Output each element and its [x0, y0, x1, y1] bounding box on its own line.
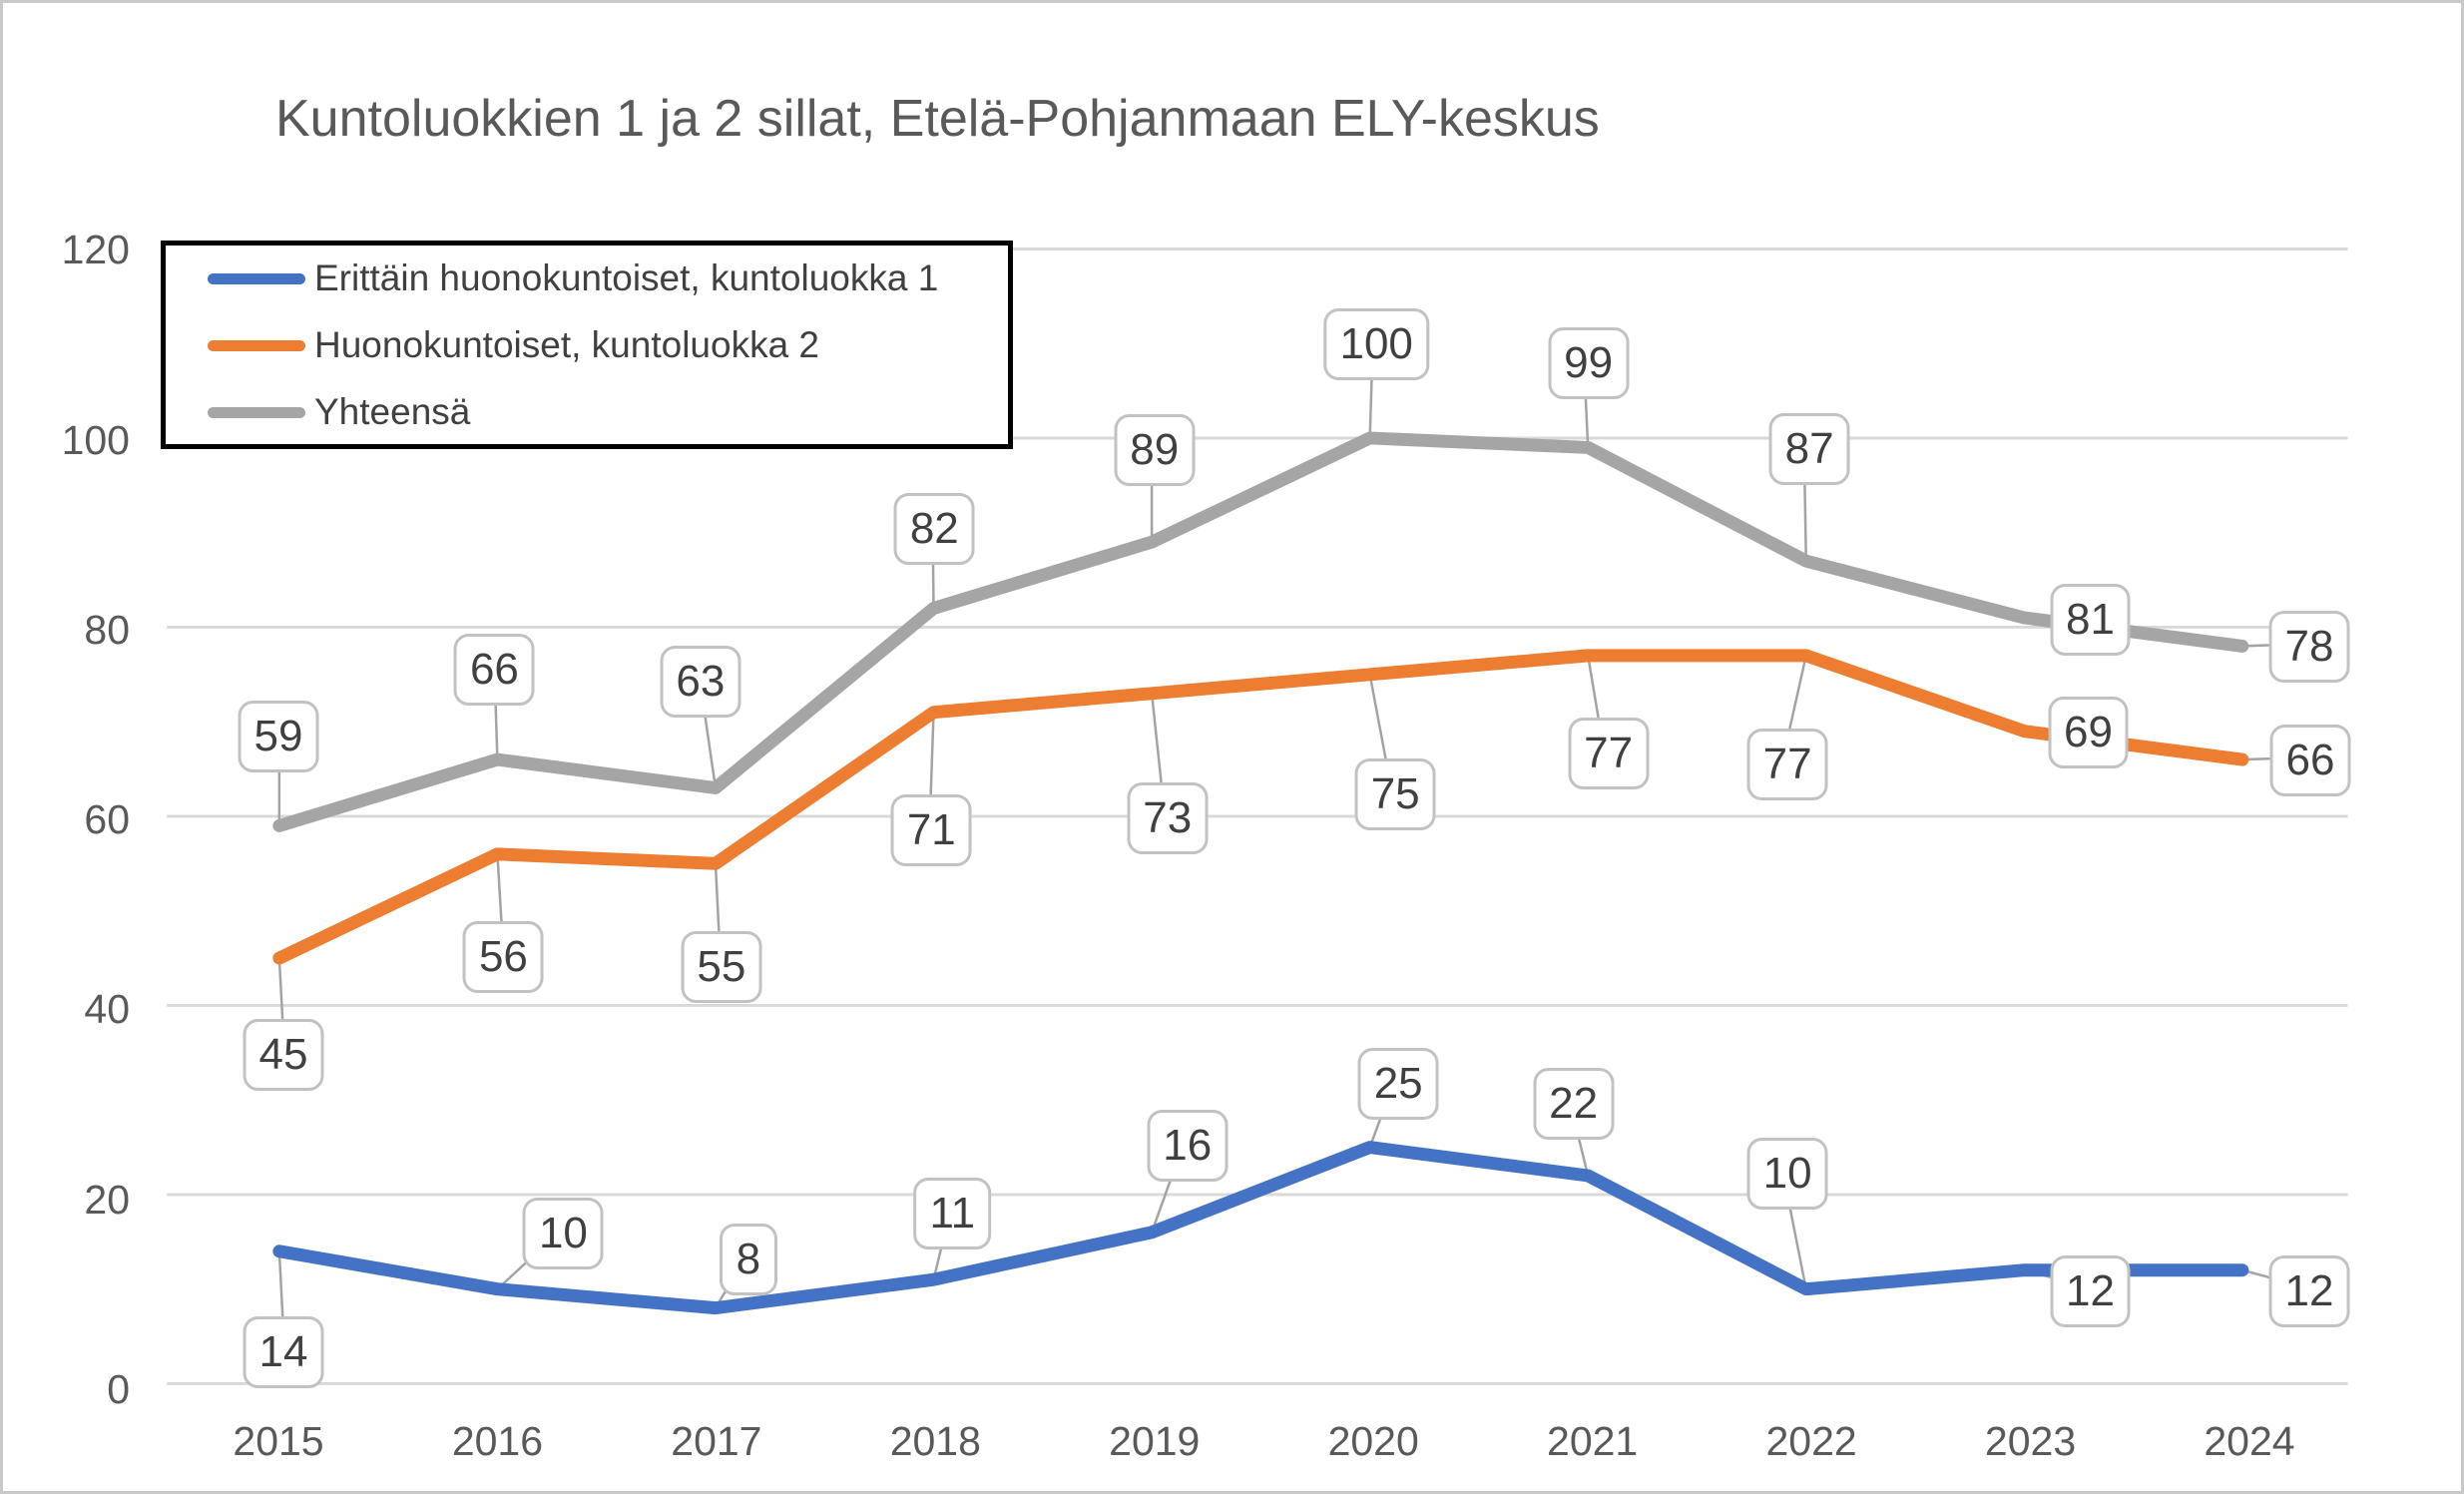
series-line-2[interactable]	[272, 431, 2249, 832]
data-label-callout: 8	[719, 1223, 777, 1295]
legend-label: Huonokuntoiset, kuntoluokka 2	[314, 324, 820, 365]
x-axis-tick-label: 2023	[1984, 1418, 2077, 1464]
data-label-callout: 10	[1746, 1137, 1828, 1210]
legend-item-yhteensa[interactable]: Yhteensä	[208, 390, 470, 434]
series-line-0[interactable]	[272, 1141, 2249, 1315]
y-axis-tick-label: 0	[107, 1366, 130, 1412]
data-label-callout: 82	[893, 492, 975, 565]
y-axis-tick-label: 60	[84, 796, 130, 843]
x-axis-tick-label: 2024	[2204, 1418, 2295, 1464]
data-label-callout: 77	[1746, 729, 1828, 801]
x-axis-tick-label: 2017	[671, 1418, 762, 1464]
series-line-1[interactable]	[272, 649, 2249, 965]
x-axis-tick-label: 2022	[1765, 1418, 1857, 1464]
data-label-callout: 45	[243, 1018, 324, 1091]
legend-line-swatch-gray	[208, 406, 305, 418]
data-label-callout: 56	[462, 921, 544, 994]
data-label-callout: 55	[681, 930, 762, 1003]
data-label-callout: 16	[1147, 1109, 1229, 1182]
data-label-callout: 14	[243, 1315, 324, 1388]
legend-item-kuntoluokka-2[interactable]: Huonokuntoiset, kuntoluokka 2	[208, 323, 819, 367]
data-label-callout: 87	[1768, 413, 1850, 486]
x-axis-tick-label: 2018	[889, 1418, 981, 1464]
legend-label: Yhteensä	[314, 391, 471, 432]
data-label-callout: 10	[522, 1197, 604, 1269]
x-axis-tick-label: 2020	[1327, 1418, 1419, 1464]
data-label-callout: 22	[1533, 1067, 1615, 1140]
data-label-callout: 66	[453, 634, 535, 707]
data-label-callout: 81	[2050, 584, 2131, 657]
data-label-callout: 77	[1568, 718, 1650, 790]
data-label-callout: 66	[2269, 725, 2351, 797]
data-label-callout: 75	[1354, 757, 1436, 830]
legend-line-swatch-orange	[208, 339, 305, 351]
data-label-callout: 73	[1127, 781, 1209, 854]
legend-label: Erittäin huonokuntoiset, kuntoluokka 1	[314, 257, 939, 298]
y-axis-tick-label: 100	[61, 416, 130, 463]
y-axis-tick-label: 40	[84, 986, 130, 1033]
data-label-callout: 99	[1548, 327, 1630, 400]
y-axis-tick-label: 120	[61, 227, 130, 273]
data-label-callout: 100	[1323, 307, 1429, 380]
data-label-callout: 69	[2048, 696, 2129, 768]
data-label-callout: 25	[1357, 1048, 1439, 1121]
legend-line-swatch-blue	[208, 272, 305, 284]
data-label-callout: 63	[660, 645, 741, 718]
x-axis-tick-label: 2016	[451, 1418, 544, 1464]
legend-box[interactable]: Erittäin huonokuntoiset, kuntoluokka 1 H…	[161, 241, 1013, 449]
x-axis-tick-label: 2019	[1109, 1418, 1201, 1464]
data-label-callout: 12	[2050, 1254, 2131, 1327]
y-axis-tick-label: 20	[84, 1176, 130, 1223]
data-label-callout: 59	[238, 700, 319, 772]
data-label-callout: 78	[2268, 610, 2350, 683]
data-label-callout: 11	[913, 1178, 992, 1250]
legend-item-kuntoluokka-1[interactable]: Erittäin huonokuntoiset, kuntoluokka 1	[208, 256, 938, 300]
data-label-callout: 89	[1114, 414, 1196, 487]
data-label-callout: 71	[890, 793, 972, 866]
data-label-callout: 12	[2268, 1254, 2350, 1327]
x-axis-tick-label: 2015	[233, 1418, 324, 1464]
chart-title: Kuntoluokkien 1 ja 2 sillat, Etelä-Pohja…	[275, 90, 1600, 148]
x-axis-tick-label: 2021	[1547, 1418, 1639, 1464]
y-axis-tick-label: 80	[84, 606, 130, 653]
